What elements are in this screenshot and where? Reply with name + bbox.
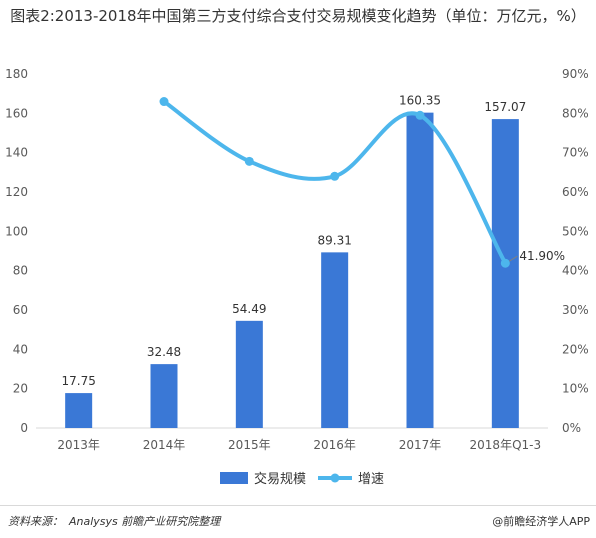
growth-line bbox=[162, 99, 508, 266]
x-tick-label: 2017年 bbox=[399, 438, 442, 452]
y-right-tick-label: 40% bbox=[562, 264, 589, 278]
legend-bar-swatch bbox=[220, 472, 248, 484]
y-left-tick-label: 180 bbox=[5, 67, 28, 81]
source-label: 资料来源： bbox=[8, 515, 63, 528]
legend-bar-label: 交易规模 bbox=[254, 471, 306, 487]
legend-line-label: 增速 bbox=[358, 472, 384, 487]
y-left-tick-label: 140 bbox=[5, 146, 28, 160]
y-right-tick-label: 50% bbox=[562, 224, 589, 238]
bar-data-label: 157.07 bbox=[484, 100, 526, 114]
y-left-tick-label: 40 bbox=[13, 342, 28, 356]
chart-title: 图表2:2013-2018年中国第三方支付综合支付交易规模变化趋势（单位：万亿元… bbox=[10, 7, 586, 25]
brand-credit: @前瞻经济学人APP bbox=[492, 515, 590, 528]
bar-data-label: 32.48 bbox=[147, 345, 181, 359]
y-left-tick-label: 160 bbox=[5, 106, 28, 120]
x-tick-label: 2016年 bbox=[313, 438, 356, 452]
y-left-tick-label: 120 bbox=[5, 185, 28, 199]
x-tick-label: 2013年 bbox=[57, 438, 100, 452]
bar bbox=[235, 320, 263, 428]
y-left-tick-label: 80 bbox=[13, 264, 28, 278]
source-note: 资料来源： Analysys 前瞻产业研究院整理 bbox=[8, 513, 220, 529]
y-left-tick-label: 60 bbox=[13, 303, 28, 317]
bar-data-label: 54.49 bbox=[232, 302, 266, 316]
x-tick-label: 2015年 bbox=[228, 438, 271, 452]
x-tick-label: 2018年Q1-3 bbox=[470, 438, 542, 452]
bar bbox=[406, 112, 434, 429]
growth-point bbox=[244, 156, 254, 166]
bar-data-label: 89.31 bbox=[317, 233, 351, 247]
y-right-tick-label: 90% bbox=[562, 67, 589, 81]
bar bbox=[150, 364, 178, 428]
y-right-tick-label: 70% bbox=[562, 146, 589, 160]
y-right-tick-label: 0% bbox=[562, 421, 581, 435]
growth-label-leader bbox=[509, 255, 518, 262]
growth-data-label: 41.90% bbox=[519, 249, 565, 263]
bar bbox=[491, 119, 519, 428]
y-right-tick-label: 60% bbox=[562, 185, 589, 199]
x-tick-label: 2014年 bbox=[143, 438, 186, 452]
source-text: Analysys 前瞻产业研究院整理 bbox=[69, 515, 221, 528]
y-right-tick-label: 30% bbox=[562, 303, 589, 317]
y-right-tick-label: 10% bbox=[562, 382, 589, 396]
y-left-tick-label: 0 bbox=[20, 421, 28, 435]
bar-data-label: 160.35 bbox=[399, 94, 441, 108]
growth-point bbox=[330, 171, 340, 181]
y-right-tick-label: 20% bbox=[562, 342, 589, 356]
footer-divider bbox=[0, 505, 596, 506]
growth-point bbox=[159, 97, 169, 107]
legend-line-marker bbox=[330, 473, 340, 483]
bar-data-label: 17.75 bbox=[61, 374, 95, 388]
y-left-tick-label: 100 bbox=[5, 224, 28, 238]
bar bbox=[321, 252, 349, 428]
y-right-tick-label: 80% bbox=[562, 106, 589, 120]
chart-canvas: 0 20 40 60 80 100 120 140 160 180 0% 10% 20% 30% 40% 50… bbox=[5, 67, 589, 487]
y-left-tick-label: 20 bbox=[13, 382, 28, 396]
bar bbox=[65, 393, 93, 428]
growth-point bbox=[500, 258, 510, 268]
growth-point bbox=[415, 110, 425, 120]
